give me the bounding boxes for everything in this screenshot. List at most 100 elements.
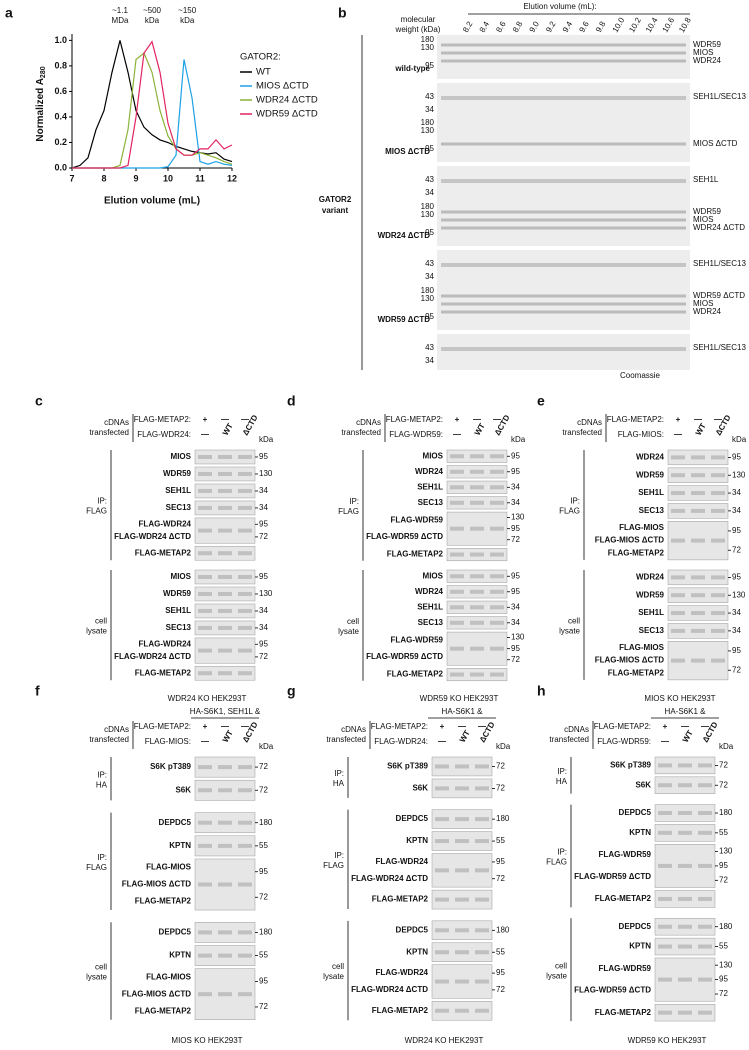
blot-band [678, 763, 692, 768]
blot-band [198, 471, 212, 476]
x-tick-label: 7 [69, 173, 74, 183]
blot-image [446, 511, 508, 546]
mw-marker: 72 [732, 665, 741, 674]
protein-label: FLAG-METAP2 [135, 548, 192, 557]
protein-label: FLAG-METAP2 [135, 668, 192, 677]
panel-letter: a [5, 5, 13, 21]
blot-band [238, 454, 252, 459]
mw-marker: 43 [425, 92, 434, 101]
band [441, 179, 686, 183]
group-label: cell [95, 617, 107, 626]
mw-marker: 55 [496, 836, 505, 845]
condition-mark: — [681, 722, 689, 731]
cell-line-label: WDR24 KO HEK293T [168, 694, 247, 703]
condition-mark: + [676, 415, 681, 424]
mw-marker: 72 [259, 785, 268, 794]
y-axis-label-main: Normalized A [35, 78, 46, 142]
group-label: FLAG [323, 861, 344, 870]
protein-label: FLAG-MIOS [146, 863, 192, 872]
blot-band [238, 953, 252, 958]
blot-band [218, 992, 232, 997]
protein-label: FLAG-WDR24 ΔCTD [114, 652, 191, 661]
group-label: IP: [97, 853, 107, 862]
mw-marker: 55 [259, 951, 268, 960]
blot-band [475, 979, 489, 984]
blot-band [238, 471, 252, 476]
blot-band [238, 591, 252, 596]
blot-band [698, 830, 712, 835]
mw-marker: 34 [425, 105, 434, 114]
mw-marker: 43 [425, 259, 434, 268]
protein-label: FLAG-MIOS [619, 643, 665, 652]
protein-label: FLAG-WDR24 [139, 639, 192, 648]
kda-label: kDa [496, 742, 511, 751]
mw-marker: 95 [511, 451, 520, 460]
condition-mark: + [203, 415, 208, 424]
blot-band [238, 551, 252, 556]
condition-mark: — [694, 415, 702, 424]
mw-marker: 180 [719, 808, 733, 817]
blot-band [698, 1010, 712, 1015]
mw-marker: 180 [259, 928, 273, 937]
panel-letter: b [338, 5, 347, 21]
group-label: FLAG [559, 507, 580, 516]
protein-label: WDR24 [636, 573, 665, 582]
mw-marker: 72 [719, 875, 728, 884]
blot-band [475, 764, 489, 769]
blot-band [435, 839, 449, 844]
blot-band [711, 593, 725, 598]
condition-label: FLAG-MIOS: [145, 737, 191, 746]
blot-band [218, 528, 232, 533]
protein-label: WDR59 [636, 590, 665, 599]
blot-band [218, 591, 232, 596]
group-label: lysate [338, 627, 359, 636]
mw-marker: 55 [259, 841, 268, 850]
condition-label: FLAG-METAP2: [594, 722, 651, 731]
blot-band [671, 575, 685, 580]
blot-band [475, 1008, 489, 1013]
blot-band [658, 830, 672, 835]
y-tick-label: 0.4 [54, 111, 67, 121]
blot-band [198, 992, 212, 997]
blot-band [678, 863, 692, 868]
mw-marker: 72 [259, 652, 268, 661]
protein-label: S6K pT389 [150, 762, 191, 771]
protein-label: SEC13 [418, 618, 444, 627]
blot-band [238, 574, 252, 579]
mw-marker: 34 [259, 503, 268, 512]
cell-line-label: MIOS KO HEK293T [171, 1036, 242, 1045]
mw-marker: 130 [719, 847, 733, 856]
mw-marker: 72 [496, 985, 505, 994]
blot-band [435, 817, 449, 822]
protein-label: DEPDC5 [159, 818, 192, 827]
group-label: cell [568, 617, 580, 626]
fraction-label: 9.8 [594, 19, 608, 34]
protein-label: SEH1L [417, 602, 443, 611]
protein-label: FLAG-METAP2 [595, 894, 652, 903]
protein-label: MIOS [423, 571, 444, 580]
cdna-label: cDNAs [104, 418, 129, 427]
protein-label: SEC13 [166, 503, 192, 512]
protein-label: FLAG-METAP2 [372, 895, 429, 904]
series-line [71, 40, 233, 169]
condition-mark: — [201, 737, 209, 746]
blot-band [470, 589, 484, 594]
blot-band [691, 628, 705, 633]
protein-label: FLAG-METAP2 [372, 1006, 429, 1015]
fraction-label: 9.2 [544, 19, 558, 34]
protein-label: FLAG-WDR24 ΔCTD [351, 985, 428, 994]
mw-marker: 95 [511, 524, 520, 533]
blot-band [678, 783, 692, 788]
blot-band [678, 944, 692, 949]
blot-band [218, 625, 232, 630]
mw-marker: 72 [511, 655, 520, 664]
blot-band [198, 625, 212, 630]
blot-band [470, 469, 484, 474]
blot-band [658, 944, 672, 949]
blot-band [238, 528, 252, 533]
blot-band [218, 608, 232, 613]
blot-band [671, 455, 685, 460]
protein-label: FLAG-WDR24 ΔCTD [351, 874, 428, 883]
fraction-label: 10.2 [627, 16, 643, 34]
blot-band [490, 500, 504, 505]
